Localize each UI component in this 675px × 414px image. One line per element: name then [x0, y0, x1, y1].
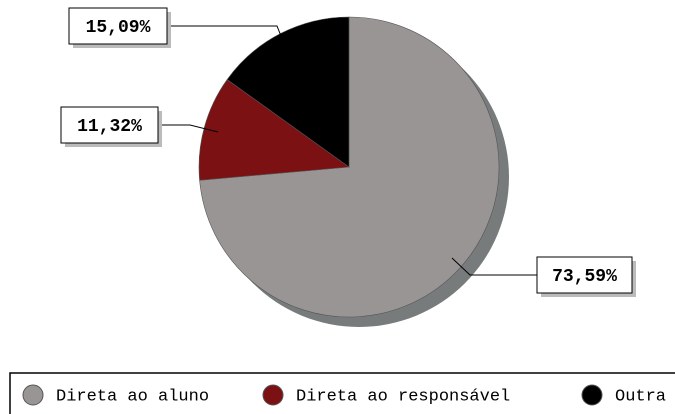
legend-marker: [262, 384, 284, 406]
legend-label: Outra: [615, 387, 666, 406]
legend-label: Direta ao aluno: [56, 387, 209, 406]
legend-box: [9, 372, 675, 414]
label-box: [536, 256, 633, 294]
data-label: 73,59%: [552, 267, 617, 287]
data-label: 15,09%: [86, 18, 151, 38]
label-box: [68, 7, 168, 45]
leader-line: [167, 25, 282, 37]
leader-line: [451, 257, 537, 276]
data-label: 11,32%: [77, 117, 142, 137]
label-box: [60, 106, 159, 144]
legend-marker: [581, 384, 603, 406]
pie-slice: [198, 79, 350, 181]
legend-marker: [22, 384, 44, 406]
leader-line: [158, 124, 219, 133]
legend-label: Direta ao responsável: [296, 387, 510, 406]
